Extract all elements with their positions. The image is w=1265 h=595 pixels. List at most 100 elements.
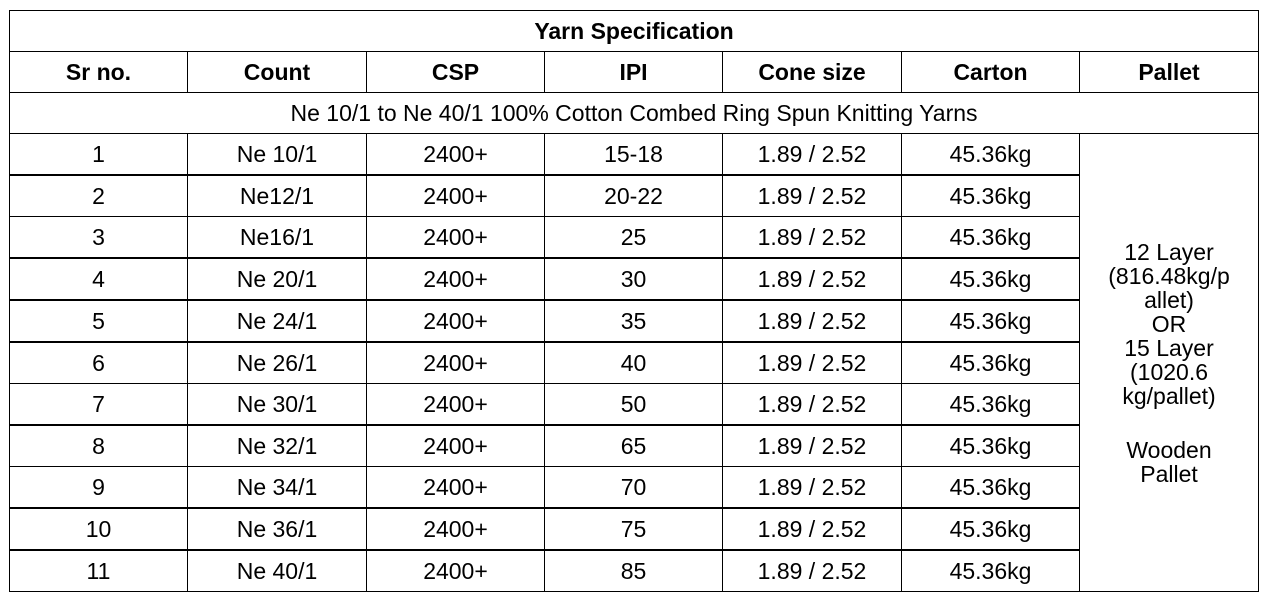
- cell-ipi: 20-22: [544, 174, 723, 217]
- cell-count: Ne 34/1: [187, 466, 367, 509]
- cell-ipi: 65: [544, 424, 723, 467]
- cell-csp: 2400+: [366, 299, 545, 343]
- cell-ipi: 15-18: [544, 133, 723, 176]
- cell-csp: 2400+: [366, 549, 545, 592]
- cell-csp: 2400+: [366, 341, 545, 384]
- yarn-specification-table: Yarn Specification Sr no. Count CSP IPI …: [8, 10, 1260, 592]
- cell-count: Ne 40/1: [187, 549, 367, 592]
- cell-ipi: 70: [544, 466, 723, 509]
- pallet-note-line5: 15 Layer: [1124, 334, 1214, 361]
- cell-cone-size: 1.89 / 2.52: [722, 383, 902, 426]
- cell-csp: 2400+: [366, 466, 545, 509]
- cell-sr-no: 6: [9, 341, 188, 384]
- cell-ipi: 25: [544, 216, 723, 259]
- cell-ipi: 40: [544, 341, 723, 384]
- table-title: Yarn Specification: [8, 10, 1260, 52]
- header-row: Sr no. Count CSP IPI Cone size Carton Pa…: [9, 51, 1260, 93]
- cell-ipi: 85: [544, 549, 723, 592]
- header-count: Count: [187, 51, 367, 93]
- cell-count: Ne 24/1: [187, 299, 367, 343]
- table-row: 5 Ne 24/1 2400+ 35 1.89 / 2.52 45.36kg: [9, 299, 1259, 343]
- cell-cone-size: 1.89 / 2.52: [722, 466, 902, 509]
- cell-sr-no: 9: [9, 466, 188, 509]
- cell-ipi: 75: [544, 507, 723, 551]
- cell-sr-no: 8: [9, 424, 188, 467]
- cell-count: Ne 20/1: [187, 257, 367, 301]
- title-row: Yarn Specification: [8, 10, 1260, 52]
- cell-count: Ne12/1: [187, 174, 367, 217]
- table-row: 10 Ne 36/1 2400+ 75 1.89 / 2.52 45.36kg: [9, 507, 1259, 551]
- cell-sr-no: 2: [9, 174, 188, 217]
- cell-cone-size: 1.89 / 2.52: [722, 216, 902, 259]
- cell-csp: 2400+: [366, 174, 545, 217]
- cell-csp: 2400+: [366, 257, 545, 301]
- header-pallet: Pallet: [1078, 51, 1260, 93]
- cell-csp: 2400+: [366, 424, 545, 467]
- cell-count: Ne 32/1: [187, 424, 367, 467]
- pallet-note-cell: 12 Layer (816.48kg/p allet) OR 15 Layer (1020…: [1078, 133, 1260, 592]
- subheading-row: Ne 10/1 to Ne 40/1 100% Cotton Combed Ri…: [8, 92, 1260, 134]
- table-subheading: Ne 10/1 to Ne 40/1 100% Cotton Combed Ri…: [8, 92, 1260, 134]
- table-row: 11 Ne 40/1 2400+ 85 1.89 / 2.52 45.36kg: [9, 549, 1259, 592]
- pallet-note-line6: (1020.6: [1130, 358, 1209, 385]
- cell-sr-no: 11: [9, 549, 188, 592]
- table-row: 1 Ne 10/1 2400+ 15-18 1.89 / 2.52 45.36kg 12 L…: [9, 133, 1260, 592]
- cell-csp: 2400+: [366, 216, 545, 259]
- cell-sr-no: 3: [9, 216, 188, 259]
- cell-cone-size: 1.89 / 2.52: [722, 299, 902, 343]
- table-row: 8 Ne 32/1 2400+ 65 1.89 / 2.52 45.36kg: [9, 424, 1259, 467]
- table-row: 6 Ne 26/1 2400+ 40 1.89 / 2.52 45.36kg: [9, 341, 1259, 384]
- cell-cone-size: 1.89 / 2.52: [722, 341, 902, 384]
- cell-cone-size: 1.89 / 2.52: [722, 549, 902, 592]
- cell-carton: 45.36kg: [901, 216, 1080, 259]
- header-carton: Carton: [901, 51, 1080, 93]
- cell-count: Ne 10/1: [187, 133, 367, 176]
- cell-cone-size: 1.89 / 2.52: [722, 424, 902, 467]
- cell-count: Ne16/1: [187, 216, 367, 259]
- cell-carton: 45.36kg: [901, 174, 1080, 217]
- header-csp: CSP: [366, 51, 545, 93]
- table-row: 7 Ne 30/1 2400+ 50 1.89 / 2.52 45.36kg: [9, 383, 1259, 426]
- cell-ipi: 50: [544, 383, 723, 426]
- table-row: 4 Ne 20/1 2400+ 30 1.89 / 2.52 45.36kg: [9, 257, 1259, 301]
- table-row: 9 Ne 34/1 2400+ 70 1.89 / 2.52 45.36kg: [9, 466, 1259, 509]
- cell-sr-no: 1: [9, 133, 188, 176]
- cell-cone-size: 1.89 / 2.52: [722, 507, 902, 551]
- cell-carton: 45.36kg: [901, 507, 1080, 551]
- cell-carton: 45.36kg: [901, 466, 1080, 509]
- cell-csp: 2400+: [366, 133, 545, 176]
- pallet-note-line1: 12 Layer: [1124, 238, 1214, 265]
- header-sr-no: Sr no.: [9, 51, 188, 93]
- cell-count: Ne 30/1: [187, 383, 367, 426]
- cell-cone-size: 1.89 / 2.52: [722, 174, 902, 217]
- pallet-note-line3: allet): [1144, 286, 1194, 313]
- cell-ipi: 30: [544, 257, 723, 301]
- cell-csp: 2400+: [366, 383, 545, 426]
- cell-cone-size: 1.89 / 2.52: [722, 257, 902, 301]
- table-row: 3 Ne16/1 2400+ 25 1.89 / 2.52 45.36kg: [9, 216, 1259, 259]
- cell-csp: 2400+: [366, 507, 545, 551]
- cell-sr-no: 10: [9, 507, 188, 551]
- pallet-note-line4: OR: [1151, 310, 1187, 337]
- cell-carton: 45.36kg: [901, 549, 1080, 592]
- cell-carton: 45.36kg: [901, 383, 1080, 426]
- pallet-note-line7: kg/pallet): [1122, 382, 1216, 409]
- table-row: 2 Ne12/1 2400+ 20-22 1.89 / 2.52 45.36kg: [9, 174, 1259, 217]
- pallet-note-line8: Wooden: [1126, 436, 1212, 463]
- pallet-note-line9: Pallet: [1140, 460, 1198, 487]
- yarn-spec-container: Yarn Specification Sr no. Count CSP IPI …: [8, 10, 1260, 592]
- cell-count: Ne 36/1: [187, 507, 367, 551]
- cell-carton: 45.36kg: [901, 341, 1080, 384]
- pallet-note-spacer: [1080, 408, 1258, 438]
- cell-carton: 45.36kg: [901, 299, 1080, 343]
- cell-carton: 45.36kg: [901, 133, 1080, 176]
- cell-carton: 45.36kg: [901, 257, 1080, 301]
- header-ipi: IPI: [544, 51, 723, 93]
- header-cone-size: Cone size: [722, 51, 902, 93]
- cell-cone-size: 1.89 / 2.52: [722, 133, 902, 176]
- cell-sr-no: 5: [9, 299, 188, 343]
- cell-sr-no: 7: [9, 383, 188, 426]
- pallet-note-line2: (816.48kg/p: [1108, 262, 1230, 289]
- cell-sr-no: 4: [9, 257, 188, 301]
- cell-count: Ne 26/1: [187, 341, 367, 384]
